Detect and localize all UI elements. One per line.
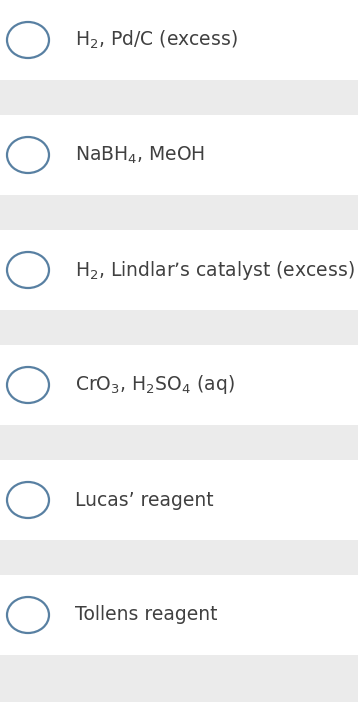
Text: Lucas’ reagent: Lucas’ reagent	[75, 491, 214, 510]
Bar	[0, 115, 358, 195]
Text: Tollens reagent: Tollens reagent	[75, 606, 218, 625]
Bar	[0, 230, 358, 310]
Text: NaBH$_4$, MeOH: NaBH$_4$, MeOH	[75, 145, 205, 166]
Bar	[0, 460, 358, 540]
Bar	[0, 575, 358, 655]
Text: CrO$_3$, H$_2$SO$_4$ (aq): CrO$_3$, H$_2$SO$_4$ (aq)	[75, 373, 235, 397]
Bar	[0, 0, 358, 80]
Text: H$_2$, Pd/C (excess): H$_2$, Pd/C (excess)	[75, 29, 238, 51]
Bar	[0, 345, 358, 425]
Text: H$_2$, Lindlar’s catalyst (excess): H$_2$, Lindlar’s catalyst (excess)	[75, 258, 355, 282]
